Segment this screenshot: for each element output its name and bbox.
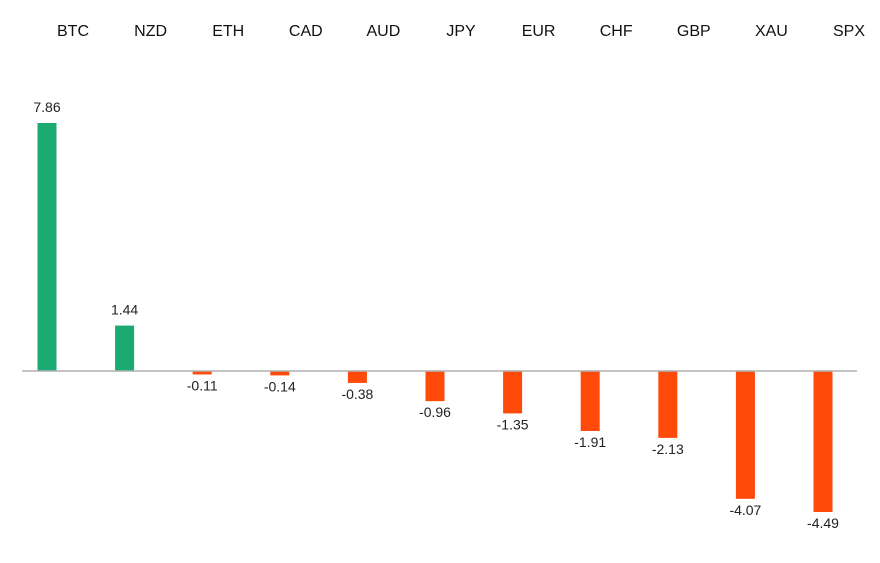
value-label-eur: -1.35 [497,416,529,432]
category-label-chf: CHF [600,23,633,40]
category-label-jpy: JPY [446,23,476,40]
value-label-xau: -4.07 [729,502,761,518]
value-label-jpy: -0.96 [419,404,451,420]
category-label-eth: ETH [212,23,244,40]
value-label-spx: -4.49 [807,515,839,531]
bar-chf [580,371,600,431]
value-labels: 7.86 1.44 -0.11 -0.14 -0.38 -0.96 -1.35 -1.91 -2… [33,99,839,531]
value-label-aud: -0.38 [341,386,373,402]
category-label-nzd: NZD [134,23,167,40]
bar-eth [192,371,212,375]
bar-jpy [425,371,445,402]
category-label-cad: CAD [289,23,323,40]
category-label-gbp: GBP [677,23,711,40]
category-label-xau: XAU [755,23,788,40]
value-label-gbp: -2.13 [652,441,684,457]
bar-xau [735,371,755,499]
value-label-eth: -0.11 [187,377,218,393]
value-label-nzd: 1.44 [111,302,138,318]
bar-btc [37,123,57,371]
bar-aud [347,371,367,383]
bar-eur [503,371,523,414]
category-label-btc: BTC [57,23,89,40]
value-label-chf: -1.91 [574,434,606,450]
category-labels: BTC NZD ETH CAD AUD JPY EUR CHF GBP XAU SPX [57,23,865,40]
bar-gbp [658,371,678,438]
bar-cad [270,371,290,376]
bar-spx [813,371,833,512]
bar-nzd [115,325,135,371]
category-label-eur: EUR [522,23,556,40]
value-label-btc: 7.86 [33,99,60,115]
category-label-spx: SPX [833,23,865,40]
category-label-aud: AUD [367,23,401,40]
bars [37,123,833,512]
value-label-cad: -0.14 [264,378,296,394]
